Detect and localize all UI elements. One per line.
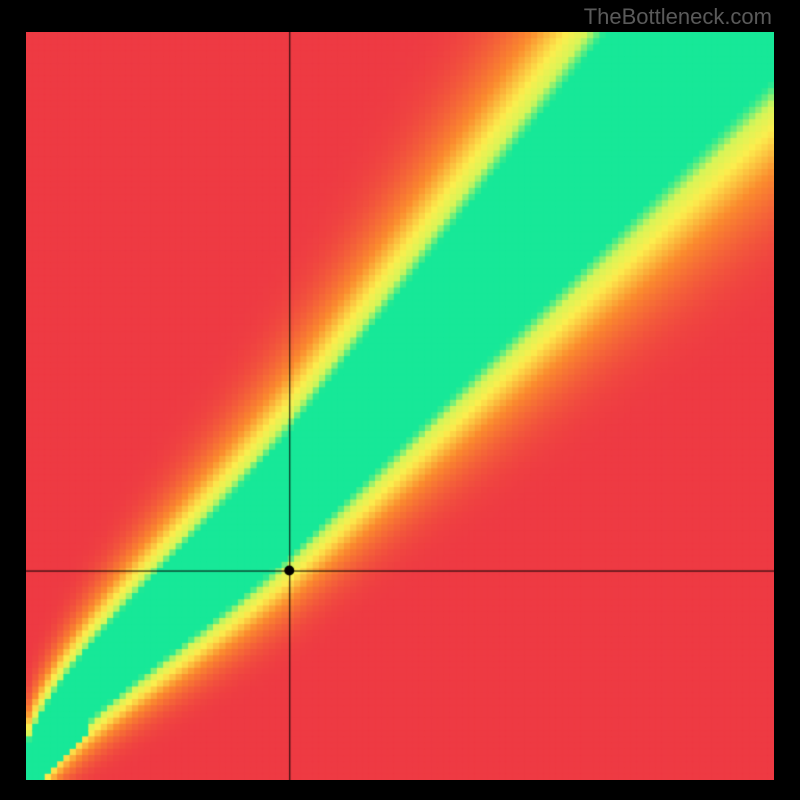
bottleneck-heatmap: [26, 32, 774, 780]
watermark-text: TheBottleneck.com: [584, 4, 772, 30]
chart-container: TheBottleneck.com: [0, 0, 800, 800]
